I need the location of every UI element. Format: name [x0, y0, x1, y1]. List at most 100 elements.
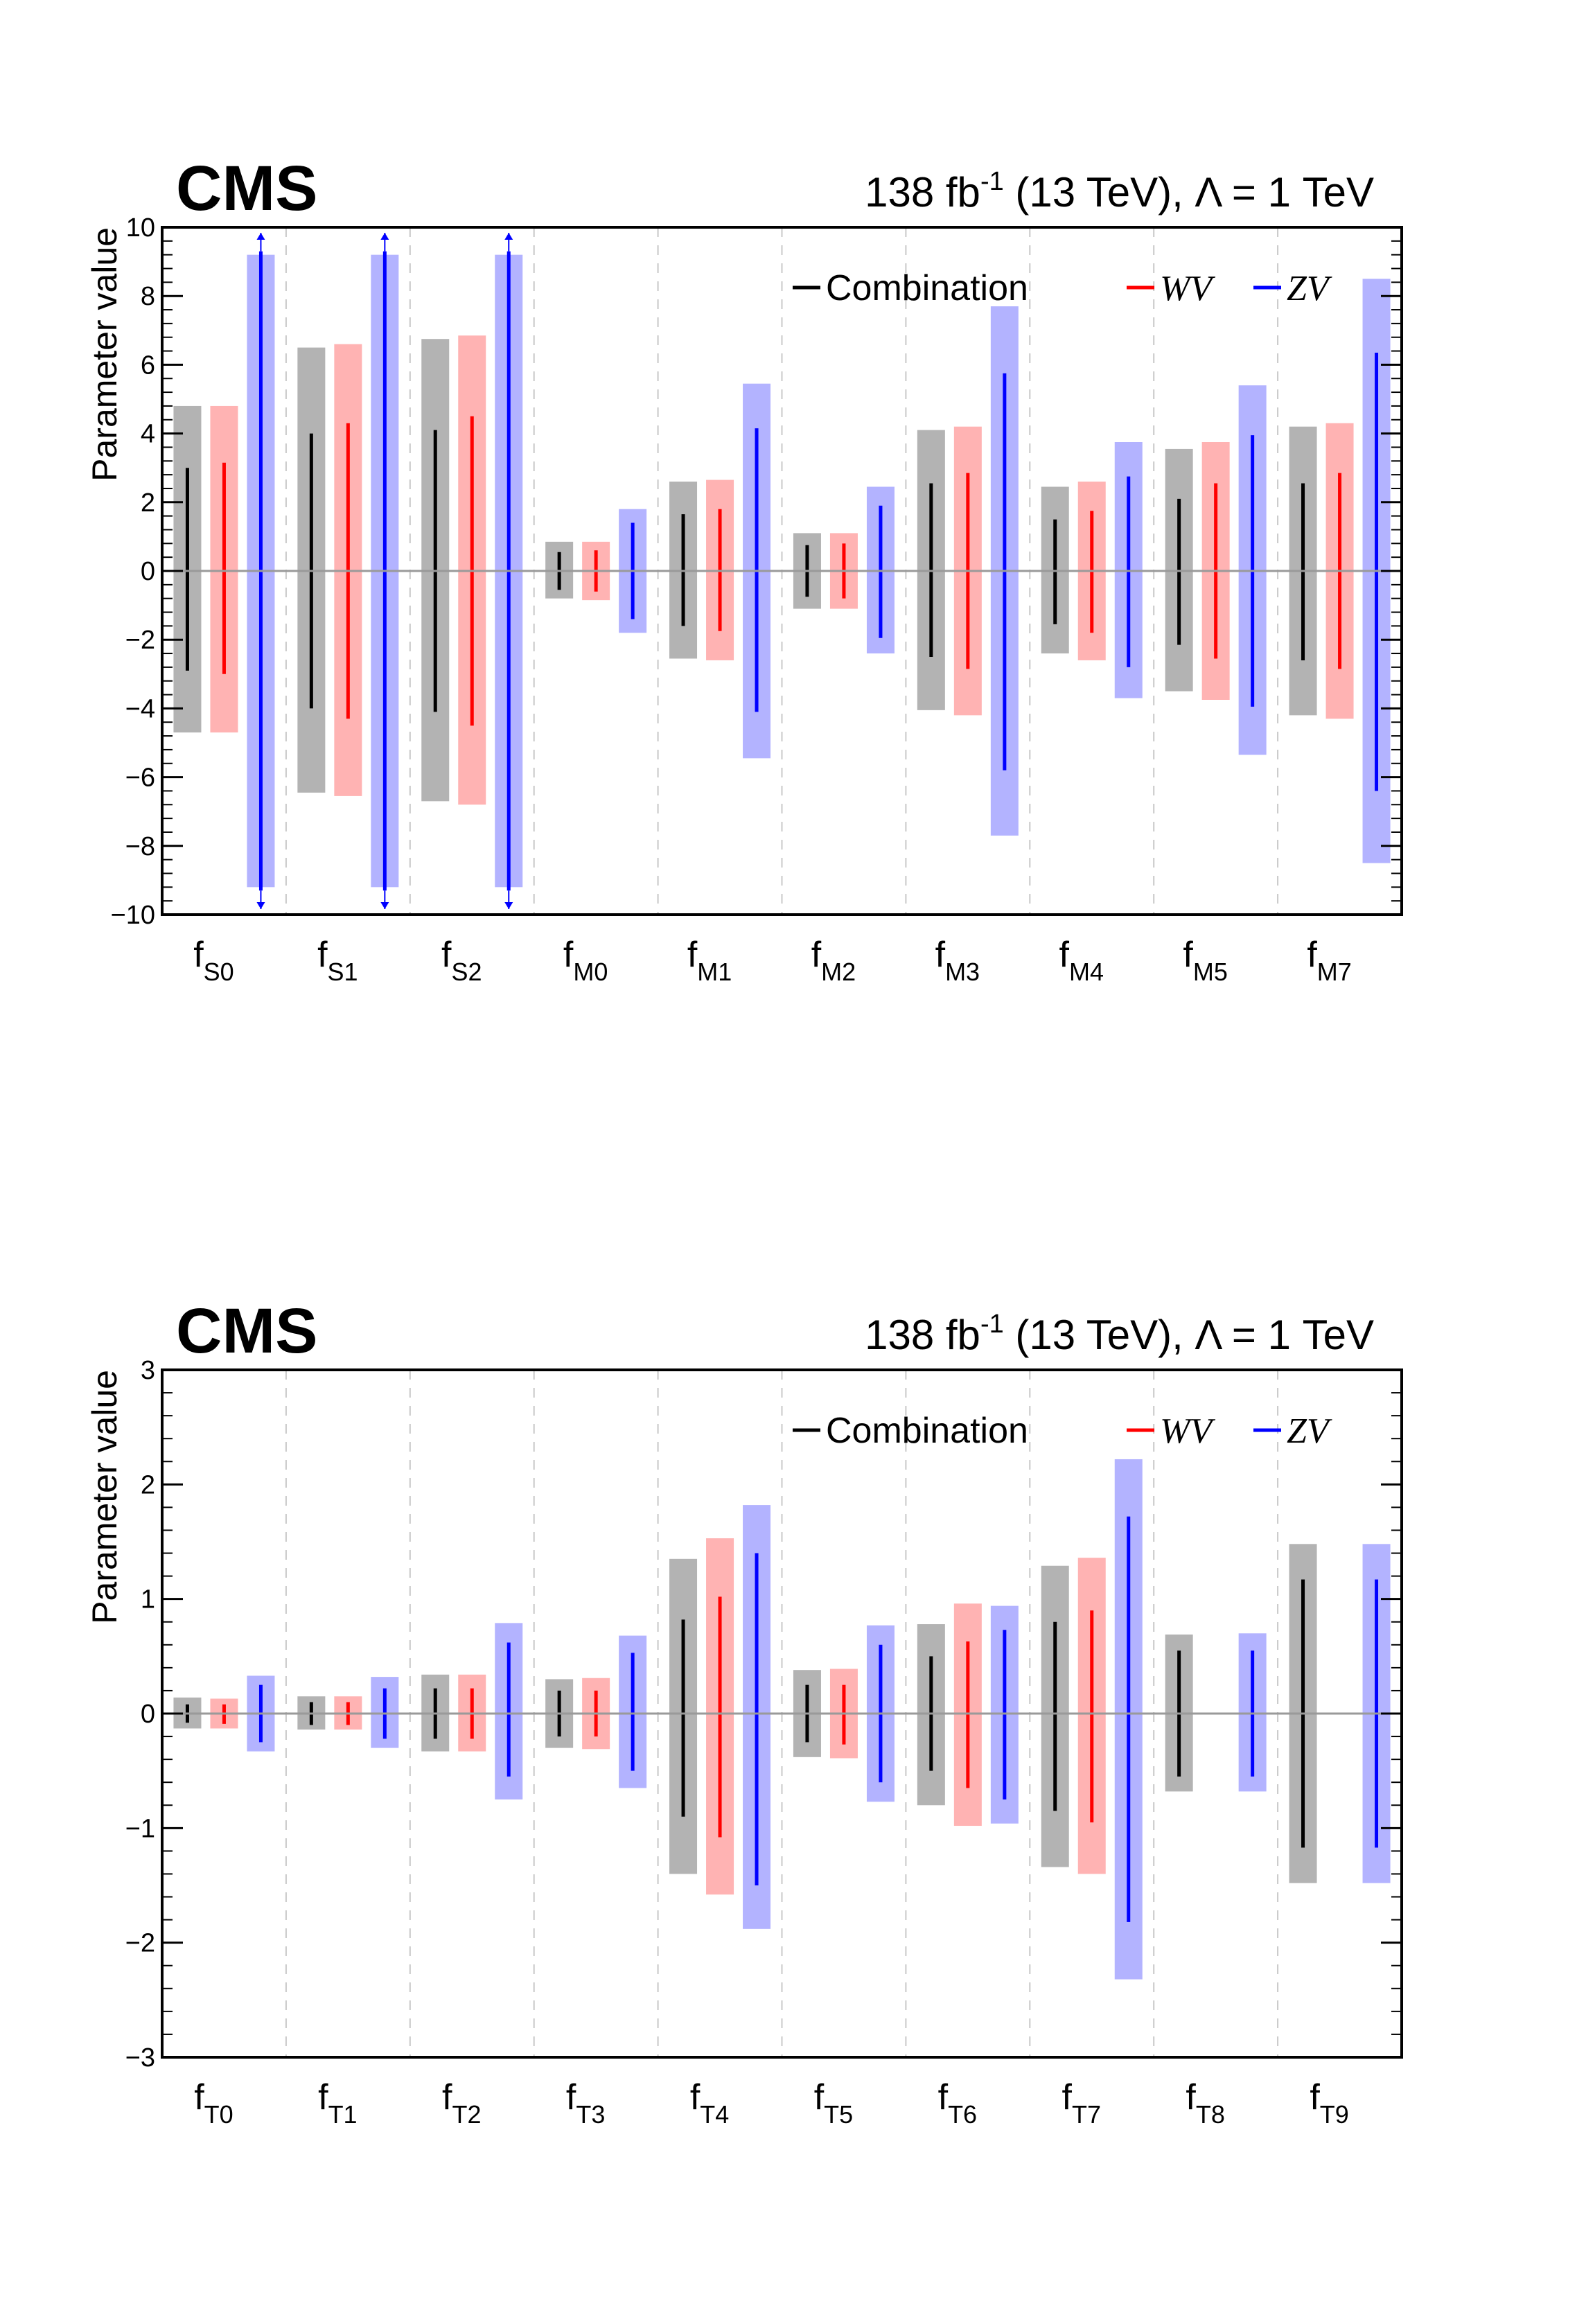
lumi-value: 138 fb: [865, 169, 980, 215]
x-category-subscript: M4: [1069, 958, 1104, 986]
energy-label: (13 TeV), Λ = 1 TeV: [1004, 169, 1374, 215]
x-category-label-s2: fS2: [441, 935, 482, 986]
y-tick-label: 2: [141, 488, 155, 518]
x-category-base: f: [814, 2077, 825, 2118]
y-tick-label: 3: [141, 1356, 155, 1385]
experiment-label: CMS: [176, 153, 317, 224]
legend-label-zv: ZV: [1287, 269, 1332, 308]
y-tick-label: −4: [125, 694, 155, 723]
x-category-subscript: M7: [1317, 958, 1352, 986]
x-category-label-s0: fS0: [193, 935, 234, 986]
legend-label-zv: ZV: [1287, 1411, 1332, 1451]
chart-panel-bottom: −3 −2 −1 0 1 2 3 fT0 fT1 fT2 fT3 fT4 fT5 fT6 fT7 fT8 fT9…: [0, 1143, 1577, 2321]
x-category-subscript: T1: [328, 2100, 358, 2129]
x-category-label-t5: fT5: [814, 2077, 853, 2129]
x-category-base: f: [317, 935, 328, 975]
x-category-subscript: S0: [204, 958, 234, 986]
x-category-subscript: S2: [451, 958, 482, 986]
x-category-label-t3: fT3: [566, 2077, 605, 2129]
x-category-subscript: M5: [1193, 958, 1228, 986]
x-category-label-m7: fM7: [1307, 935, 1351, 986]
x-category-base: f: [811, 935, 822, 975]
x-category-label-m2: fM2: [811, 935, 856, 986]
x-category-subscript: T3: [576, 2100, 605, 2129]
x-category-label-t8: fT8: [1186, 2077, 1224, 2129]
x-category-label-t6: fT6: [938, 2077, 977, 2129]
x-category-base: f: [938, 2077, 949, 2118]
lumi-label: 138 fb-1 (13 TeV), Λ = 1 TeV: [865, 167, 1374, 215]
x-category-label-t2: fT2: [442, 2077, 481, 2129]
y-tick-label: −1: [125, 1814, 155, 1843]
x-category-label-t7: fT7: [1062, 2077, 1101, 2129]
x-category-base: f: [1307, 935, 1317, 975]
y-tick-label: −3: [125, 2043, 155, 2072]
x-category-base: f: [690, 2077, 701, 2118]
y-tick-label: 4: [141, 420, 155, 449]
y-tick-label: 2: [141, 1470, 155, 1499]
x-category-label-t9: fT9: [1310, 2077, 1348, 2129]
x-category-base: f: [935, 935, 946, 975]
x-category-subscript: M2: [821, 958, 856, 986]
y-tick-label: −8: [125, 832, 155, 861]
energy-label: (13 TeV), Λ = 1 TeV: [1004, 1312, 1374, 1358]
y-tick-label: 1: [141, 1585, 155, 1614]
plot-frame: [161, 1368, 1403, 2059]
x-category-label-s1: fS1: [317, 935, 358, 986]
lumi-superscript: -1: [980, 1310, 1004, 1339]
x-category-base: f: [193, 935, 204, 975]
x-category-label-m1: fM1: [687, 935, 732, 986]
x-category-subscript: T0: [204, 2100, 234, 2129]
x-category-label-m0: fM0: [563, 935, 608, 986]
x-category-label-m4: fM4: [1059, 935, 1104, 986]
y-tick-label: −6: [125, 764, 155, 793]
y-tick-label: 6: [141, 351, 155, 380]
x-category-base: f: [687, 935, 698, 975]
x-category-subscript: T9: [1320, 2100, 1349, 2129]
y-tick-label: 0: [141, 1700, 155, 1729]
x-category-base: f: [1186, 2077, 1196, 2118]
x-category-subscript: M3: [945, 958, 980, 986]
x-category-base: f: [318, 2077, 328, 2118]
x-category-base: f: [442, 2077, 452, 2118]
lumi-value: 138 fb: [865, 1312, 980, 1358]
x-category-label-t1: fT1: [318, 2077, 357, 2129]
legend-label-combination: Combination: [826, 1411, 1028, 1451]
x-category-base: f: [441, 935, 452, 975]
plot-frame: [161, 226, 1403, 916]
y-tick-label: 8: [141, 282, 155, 311]
legend-label-combination: Combination: [826, 268, 1028, 308]
legend-label-wv: WV: [1160, 269, 1215, 308]
x-category-subscript: T5: [824, 2100, 853, 2129]
x-category-label-t0: fT0: [194, 2077, 233, 2129]
y-tick-label: −2: [125, 626, 155, 655]
x-category-label-m5: fM5: [1183, 935, 1227, 986]
x-category-subscript: T2: [452, 2100, 481, 2129]
y-axis-label: Parameter value: [85, 227, 124, 482]
y-tick-label: −2: [125, 1929, 155, 1958]
chart-panel-top: −10 −8 −6 −4 −2 0 2 4 6 8 10 fS0 fS1 fS2 fM0 fM1 fM2 fM3 f…: [85, 153, 1403, 986]
x-category-subscript: T6: [948, 2100, 977, 2129]
x-category-base: f: [1059, 935, 1070, 975]
x-category-base: f: [194, 2077, 204, 2118]
x-category-base: f: [566, 2077, 576, 2118]
x-category-base: f: [1183, 935, 1193, 975]
legend-label-wv: WV: [1160, 1411, 1215, 1451]
x-category-label-t4: fT4: [690, 2077, 729, 2129]
experiment-label: CMS: [176, 1296, 317, 1366]
x-category-label-m3: fM3: [935, 935, 980, 986]
x-category-subscript: T4: [700, 2100, 729, 2129]
lumi-superscript: -1: [980, 167, 1004, 196]
x-category-subscript: S1: [328, 958, 358, 986]
x-category-base: f: [563, 935, 574, 975]
x-category-subscript: T8: [1196, 2100, 1225, 2129]
x-category-base: f: [1062, 2077, 1073, 2118]
y-tick-label: −10: [111, 901, 155, 930]
lumi-label: 138 fb-1 (13 TeV), Λ = 1 TeV: [865, 1310, 1374, 1358]
x-category-subscript: M0: [573, 958, 608, 986]
y-tick-label: 10: [126, 213, 155, 243]
x-category-subscript: M1: [697, 958, 732, 986]
y-tick-label: 0: [141, 557, 155, 586]
y-axis-label: Parameter value: [85, 1370, 124, 1624]
x-category-base: f: [1310, 2077, 1320, 2118]
